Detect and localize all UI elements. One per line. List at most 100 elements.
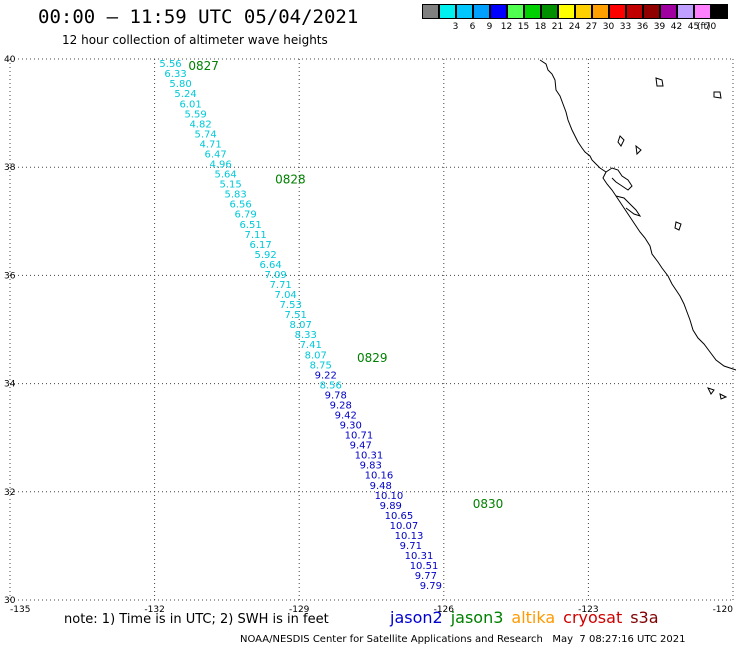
wave-height-point: 5.56	[159, 59, 181, 70]
color-scale-label: 45	[687, 22, 700, 32]
color-swatch	[677, 4, 694, 19]
wave-height-point: 10.51	[410, 561, 439, 572]
y-tick-label: 30	[4, 596, 16, 606]
bay-outline	[605, 167, 633, 191]
wave-height-point: 4.82	[189, 119, 211, 130]
lake-4	[674, 221, 682, 231]
color-scale-label: 6	[469, 22, 476, 32]
color-swatch	[711, 4, 728, 19]
map-subtitle: 12 hour collection of altimeter wave hei…	[62, 33, 328, 47]
wave-height-point: 5.59	[184, 109, 206, 120]
color-swatch	[524, 4, 541, 19]
legend-item-altika: altika	[511, 608, 556, 627]
x-tick-label: -132	[144, 605, 164, 615]
wave-height-point: 5.80	[169, 79, 191, 90]
time-label: 0829	[357, 351, 388, 365]
wave-height-point: 4.96	[209, 160, 231, 171]
wave-height-point: 7.51	[285, 310, 307, 321]
wave-height-point: 5.74	[194, 129, 216, 140]
time-label: 0827	[188, 59, 219, 73]
wave-height-point: 5.15	[219, 180, 241, 191]
wave-height-point: 9.83	[360, 461, 382, 472]
color-scale-label: 15	[517, 22, 530, 32]
lake-5	[635, 144, 642, 156]
color-swatch	[456, 4, 473, 19]
wave-height-point: 7.71	[270, 280, 292, 291]
wave-height-point: 7.09	[265, 270, 287, 281]
wave-height-point: 9.48	[370, 481, 392, 492]
wave-height-point: 10.10	[375, 491, 404, 502]
color-swatch	[541, 4, 558, 19]
color-scale-label: 42	[670, 22, 683, 32]
axis-tick-labels: -135 -132 -129 -126 -123 -120 30 32 34 36 38 40	[4, 55, 733, 615]
satellite-track: 5.566.335.805.246.015.594.825.744.716.47…	[159, 59, 503, 592]
color-scale-label: 21	[551, 22, 564, 32]
wave-height-point: 9.22	[315, 370, 337, 381]
legend-item-jason2: jason2	[390, 608, 443, 627]
wave-height-point: 7.11	[245, 230, 267, 241]
color-swatch	[422, 4, 439, 19]
wave-height-point: 9.71	[400, 541, 422, 552]
x-tick-label: -123	[578, 605, 598, 615]
wave-height-point: 10.16	[365, 471, 394, 482]
wave-height-point: 10.31	[405, 551, 434, 562]
color-scale-label: 39	[653, 22, 666, 32]
time-label: 0828	[275, 172, 306, 186]
wave-height-point: 6.47	[204, 149, 226, 160]
color-swatch	[473, 4, 490, 19]
wave-height-point: 9.28	[330, 400, 352, 411]
note-text: note: 1) Time is in UTC; 2) SWH is in fe…	[64, 612, 329, 627]
color-scale-label: 9	[486, 22, 493, 32]
wave-height-point: 9.77	[415, 571, 437, 582]
legend-item-jason3: jason3	[450, 608, 504, 627]
island-2	[719, 393, 728, 400]
bay-outline-2	[615, 195, 642, 217]
coastline	[539, 59, 737, 400]
color-scale-label: 33	[619, 22, 632, 32]
island-1	[707, 387, 715, 395]
color-scale-label: 24	[568, 22, 581, 32]
time-label: 0830	[473, 497, 504, 511]
color-scale-label: 36	[636, 22, 649, 32]
wave-height-point: 6.56	[229, 200, 251, 211]
wave-height-point: 8.07	[305, 350, 327, 361]
map-title: 00:00 – 11:59 UTC 05/04/2021	[38, 6, 359, 28]
wave-height-point: 5.24	[174, 89, 196, 100]
y-tick-label: 32	[4, 488, 15, 498]
lake-3	[617, 135, 625, 147]
wave-height-point: 8.07	[290, 320, 312, 331]
wave-height-point: 5.64	[214, 170, 236, 181]
wave-height-point: 6.33	[164, 69, 186, 80]
wave-height-point: 8.75	[310, 360, 332, 371]
wave-height-point: 9.47	[350, 441, 372, 452]
wave-height-point: 10.07	[390, 521, 419, 532]
wave-height-point: 5.92	[255, 250, 277, 261]
wave-height-point: 8.56	[320, 380, 342, 391]
wave-height-point: 10.71	[345, 431, 374, 442]
color-swatch	[592, 4, 609, 19]
legend-item-s3a: s3a	[630, 608, 659, 627]
wave-height-point: 9.79	[420, 581, 442, 592]
wave-height-point: 7.04	[275, 290, 297, 301]
wave-height-point: 10.31	[355, 451, 384, 462]
y-tick-label: 40	[4, 55, 16, 65]
wave-height-point: 9.89	[380, 501, 402, 512]
wave-height-point: 7.41	[300, 340, 322, 351]
color-scale-label: 27	[585, 22, 598, 32]
california-coastline	[539, 59, 737, 371]
legend-item-cryosat: cryosat	[563, 608, 623, 627]
x-tick-label: -126	[434, 605, 455, 615]
wave-height-point: 6.51	[240, 220, 262, 231]
x-tick-label: -120	[713, 605, 734, 615]
wave-height-point: 9.78	[325, 390, 347, 401]
wave-height-point: 6.79	[235, 210, 257, 221]
y-tick-label: 34	[4, 380, 16, 390]
color-swatch	[643, 4, 660, 19]
color-scale-label: 12	[500, 22, 513, 32]
color-swatch	[507, 4, 524, 19]
color-scale-unit: (ft)	[697, 22, 711, 32]
color-swatch	[609, 4, 626, 19]
color-scale-label: 3	[452, 22, 459, 32]
y-tick-label: 38	[4, 163, 16, 173]
